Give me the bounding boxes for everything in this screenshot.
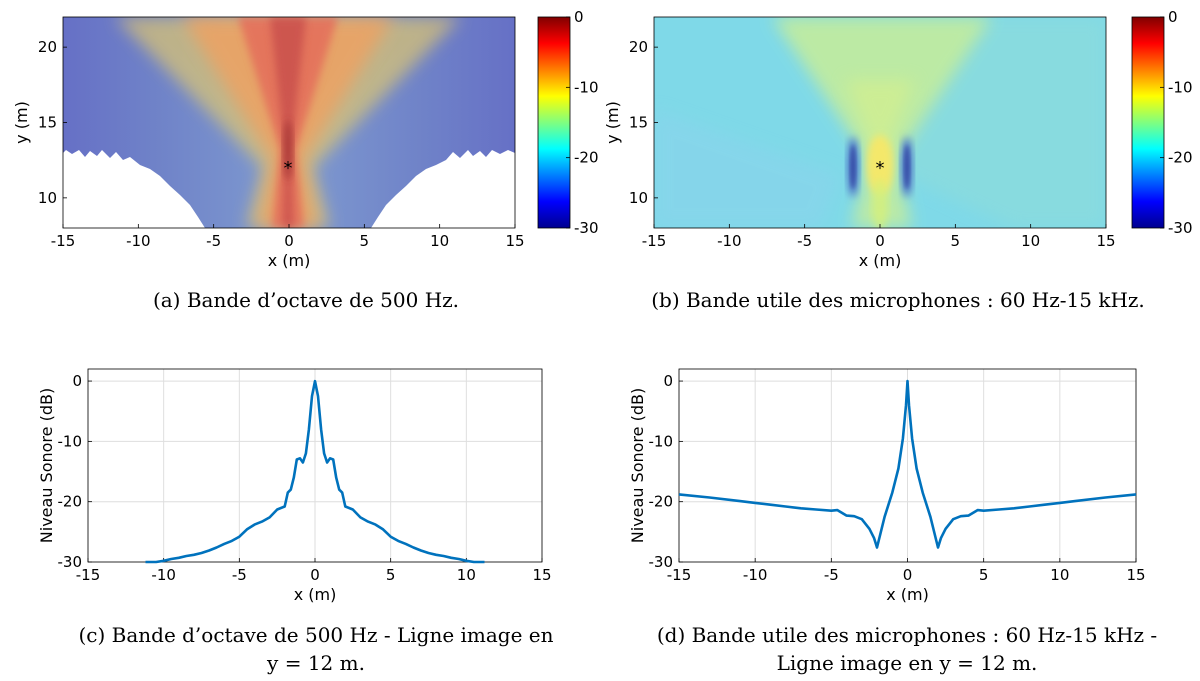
caption-c-line1: (c) Bande d’octave de 500 Hz - Ligne ima… bbox=[78, 623, 553, 647]
x-tick-label: 5 bbox=[360, 232, 370, 250]
x-tick-label: 5 bbox=[951, 232, 961, 250]
x-tick-label: 10 bbox=[430, 232, 449, 250]
x-tick-label: 15 bbox=[1126, 566, 1145, 584]
heatmap-a-field bbox=[63, 17, 515, 228]
x-tick-label: 0 bbox=[310, 566, 320, 584]
caption-b: (b) Bande utile des microphones : 60 Hz-… bbox=[651, 288, 1145, 312]
x-axis-label: x (m) bbox=[859, 251, 902, 270]
x-tick-label: -15 bbox=[667, 566, 692, 584]
x-tick-label: 10 bbox=[1021, 232, 1040, 250]
series-line bbox=[145, 379, 485, 564]
y-axis-label: Niveau Sonore (dB) bbox=[628, 388, 647, 543]
y-tick-label: -10 bbox=[649, 432, 674, 450]
y-tick-label: 0 bbox=[663, 372, 673, 390]
x-axis-label: x (m) bbox=[268, 251, 311, 270]
x-tick-label: -10 bbox=[126, 232, 151, 250]
panel-a-heatmap: * -15 -10 -5 0 5 10 15 10 15 20 x (m) y (m) 0 -10 -20… bbox=[12, 8, 599, 270]
panel-b-heatmap: * -15 -10 -5 0 5 10 15 10 15 20 x (m) y (m) 0 -10 -20… bbox=[603, 8, 1193, 270]
colorbar-a-ticks: 0 -10 -20 -30 bbox=[566, 8, 599, 237]
y-tick-label: 10 bbox=[629, 189, 648, 207]
caption-a: (a) Bande d’octave de 500 Hz. bbox=[153, 288, 459, 312]
x-tick-label: -5 bbox=[824, 566, 839, 584]
y-axis-label: Niveau Sonore (dB) bbox=[37, 388, 56, 543]
y-tick-label: 10 bbox=[38, 189, 57, 207]
x-tick-label: -5 bbox=[232, 566, 247, 584]
x-tick-label: 0 bbox=[875, 232, 885, 250]
x-tick-label: -10 bbox=[151, 566, 176, 584]
x-tick-label: 15 bbox=[505, 232, 524, 250]
panel-c-line: -15 -10 -5 0 5 10 15 0 -10 -20 -30 x (m) Niveau Sono… bbox=[37, 368, 552, 604]
y-tick-label: 20 bbox=[38, 38, 57, 56]
x-tick-label: 0 bbox=[284, 232, 294, 250]
colorbar-tick-label: -10 bbox=[1168, 78, 1193, 96]
x-tick-label: 10 bbox=[1050, 566, 1069, 584]
y-tick-label: -20 bbox=[649, 493, 674, 511]
colorbar-tick-label: -10 bbox=[574, 78, 599, 96]
axes-a: -15 -10 -5 0 5 10 15 10 15 20 x (m) y (m) bbox=[12, 38, 525, 270]
colorbar-tick-label: 0 bbox=[1168, 8, 1178, 26]
caption-d-line2: Ligne image en y = 12 m. bbox=[777, 651, 1038, 675]
y-tick-label: 15 bbox=[629, 114, 648, 132]
y-tick-label: 15 bbox=[38, 114, 57, 132]
colorbar-a bbox=[537, 16, 571, 229]
x-tick-label: -5 bbox=[206, 232, 221, 250]
x-tick-label: -15 bbox=[642, 232, 667, 250]
colorbar-tick-label: -20 bbox=[574, 149, 599, 167]
x-tick-label: 15 bbox=[1096, 232, 1115, 250]
axes-d: -15 -10 -5 0 5 10 15 0 -10 -20 -30 x (m) Niveau Sono… bbox=[628, 372, 1146, 604]
source-marker-b: * bbox=[876, 158, 885, 179]
y-tick-label: -30 bbox=[58, 553, 83, 571]
series-line bbox=[678, 379, 1137, 549]
y-axis-label: y (m) bbox=[12, 101, 31, 144]
x-tick-label: 5 bbox=[386, 566, 396, 584]
x-axis-label: x (m) bbox=[886, 585, 929, 604]
x-tick-label: -15 bbox=[76, 566, 101, 584]
x-tick-label: -10 bbox=[717, 232, 742, 250]
grid-c bbox=[87, 369, 543, 563]
caption-d-line1: (d) Bande utile des microphones : 60 Hz-… bbox=[657, 623, 1157, 647]
series-c bbox=[145, 379, 485, 564]
y-tick-label: -30 bbox=[649, 553, 674, 571]
series-d bbox=[678, 379, 1137, 549]
colorbar-tick-label: -30 bbox=[1168, 219, 1193, 237]
source-marker-a: * bbox=[284, 158, 293, 179]
x-tick-label: 10 bbox=[457, 566, 476, 584]
x-tick-label: -15 bbox=[51, 232, 76, 250]
colorbar-b-ticks: 0 -10 -20 -30 bbox=[1160, 8, 1193, 237]
axes-c: -15 -10 -5 0 5 10 15 0 -10 -20 -30 x (m) Niveau Sono… bbox=[37, 372, 552, 604]
heatmap-b-field bbox=[654, 17, 1106, 228]
x-axis-label: x (m) bbox=[294, 585, 337, 604]
x-tick-label: -10 bbox=[743, 566, 768, 584]
colorbar-tick-label: -30 bbox=[574, 219, 599, 237]
y-tick-label: 0 bbox=[72, 372, 82, 390]
colorbar-b bbox=[1131, 16, 1165, 229]
x-tick-label: 0 bbox=[903, 566, 913, 584]
colorbar-tick-label: -20 bbox=[1168, 149, 1193, 167]
y-tick-label: 20 bbox=[629, 38, 648, 56]
y-axis-label: y (m) bbox=[603, 101, 622, 144]
colorbar-tick-label: 0 bbox=[574, 8, 584, 26]
y-tick-label: -20 bbox=[58, 493, 83, 511]
panel-d-line: -15 -10 -5 0 5 10 15 0 -10 -20 -30 x (m) Niveau Sono… bbox=[628, 368, 1146, 604]
x-tick-label: 5 bbox=[979, 566, 989, 584]
y-tick-label: -10 bbox=[58, 432, 83, 450]
caption-c-line2: y = 12 m. bbox=[266, 651, 365, 675]
x-tick-label: 15 bbox=[532, 566, 551, 584]
x-tick-label: -5 bbox=[797, 232, 812, 250]
axes-b: -15 -10 -5 0 5 10 15 10 15 20 x (m) y (m) bbox=[603, 38, 1116, 270]
